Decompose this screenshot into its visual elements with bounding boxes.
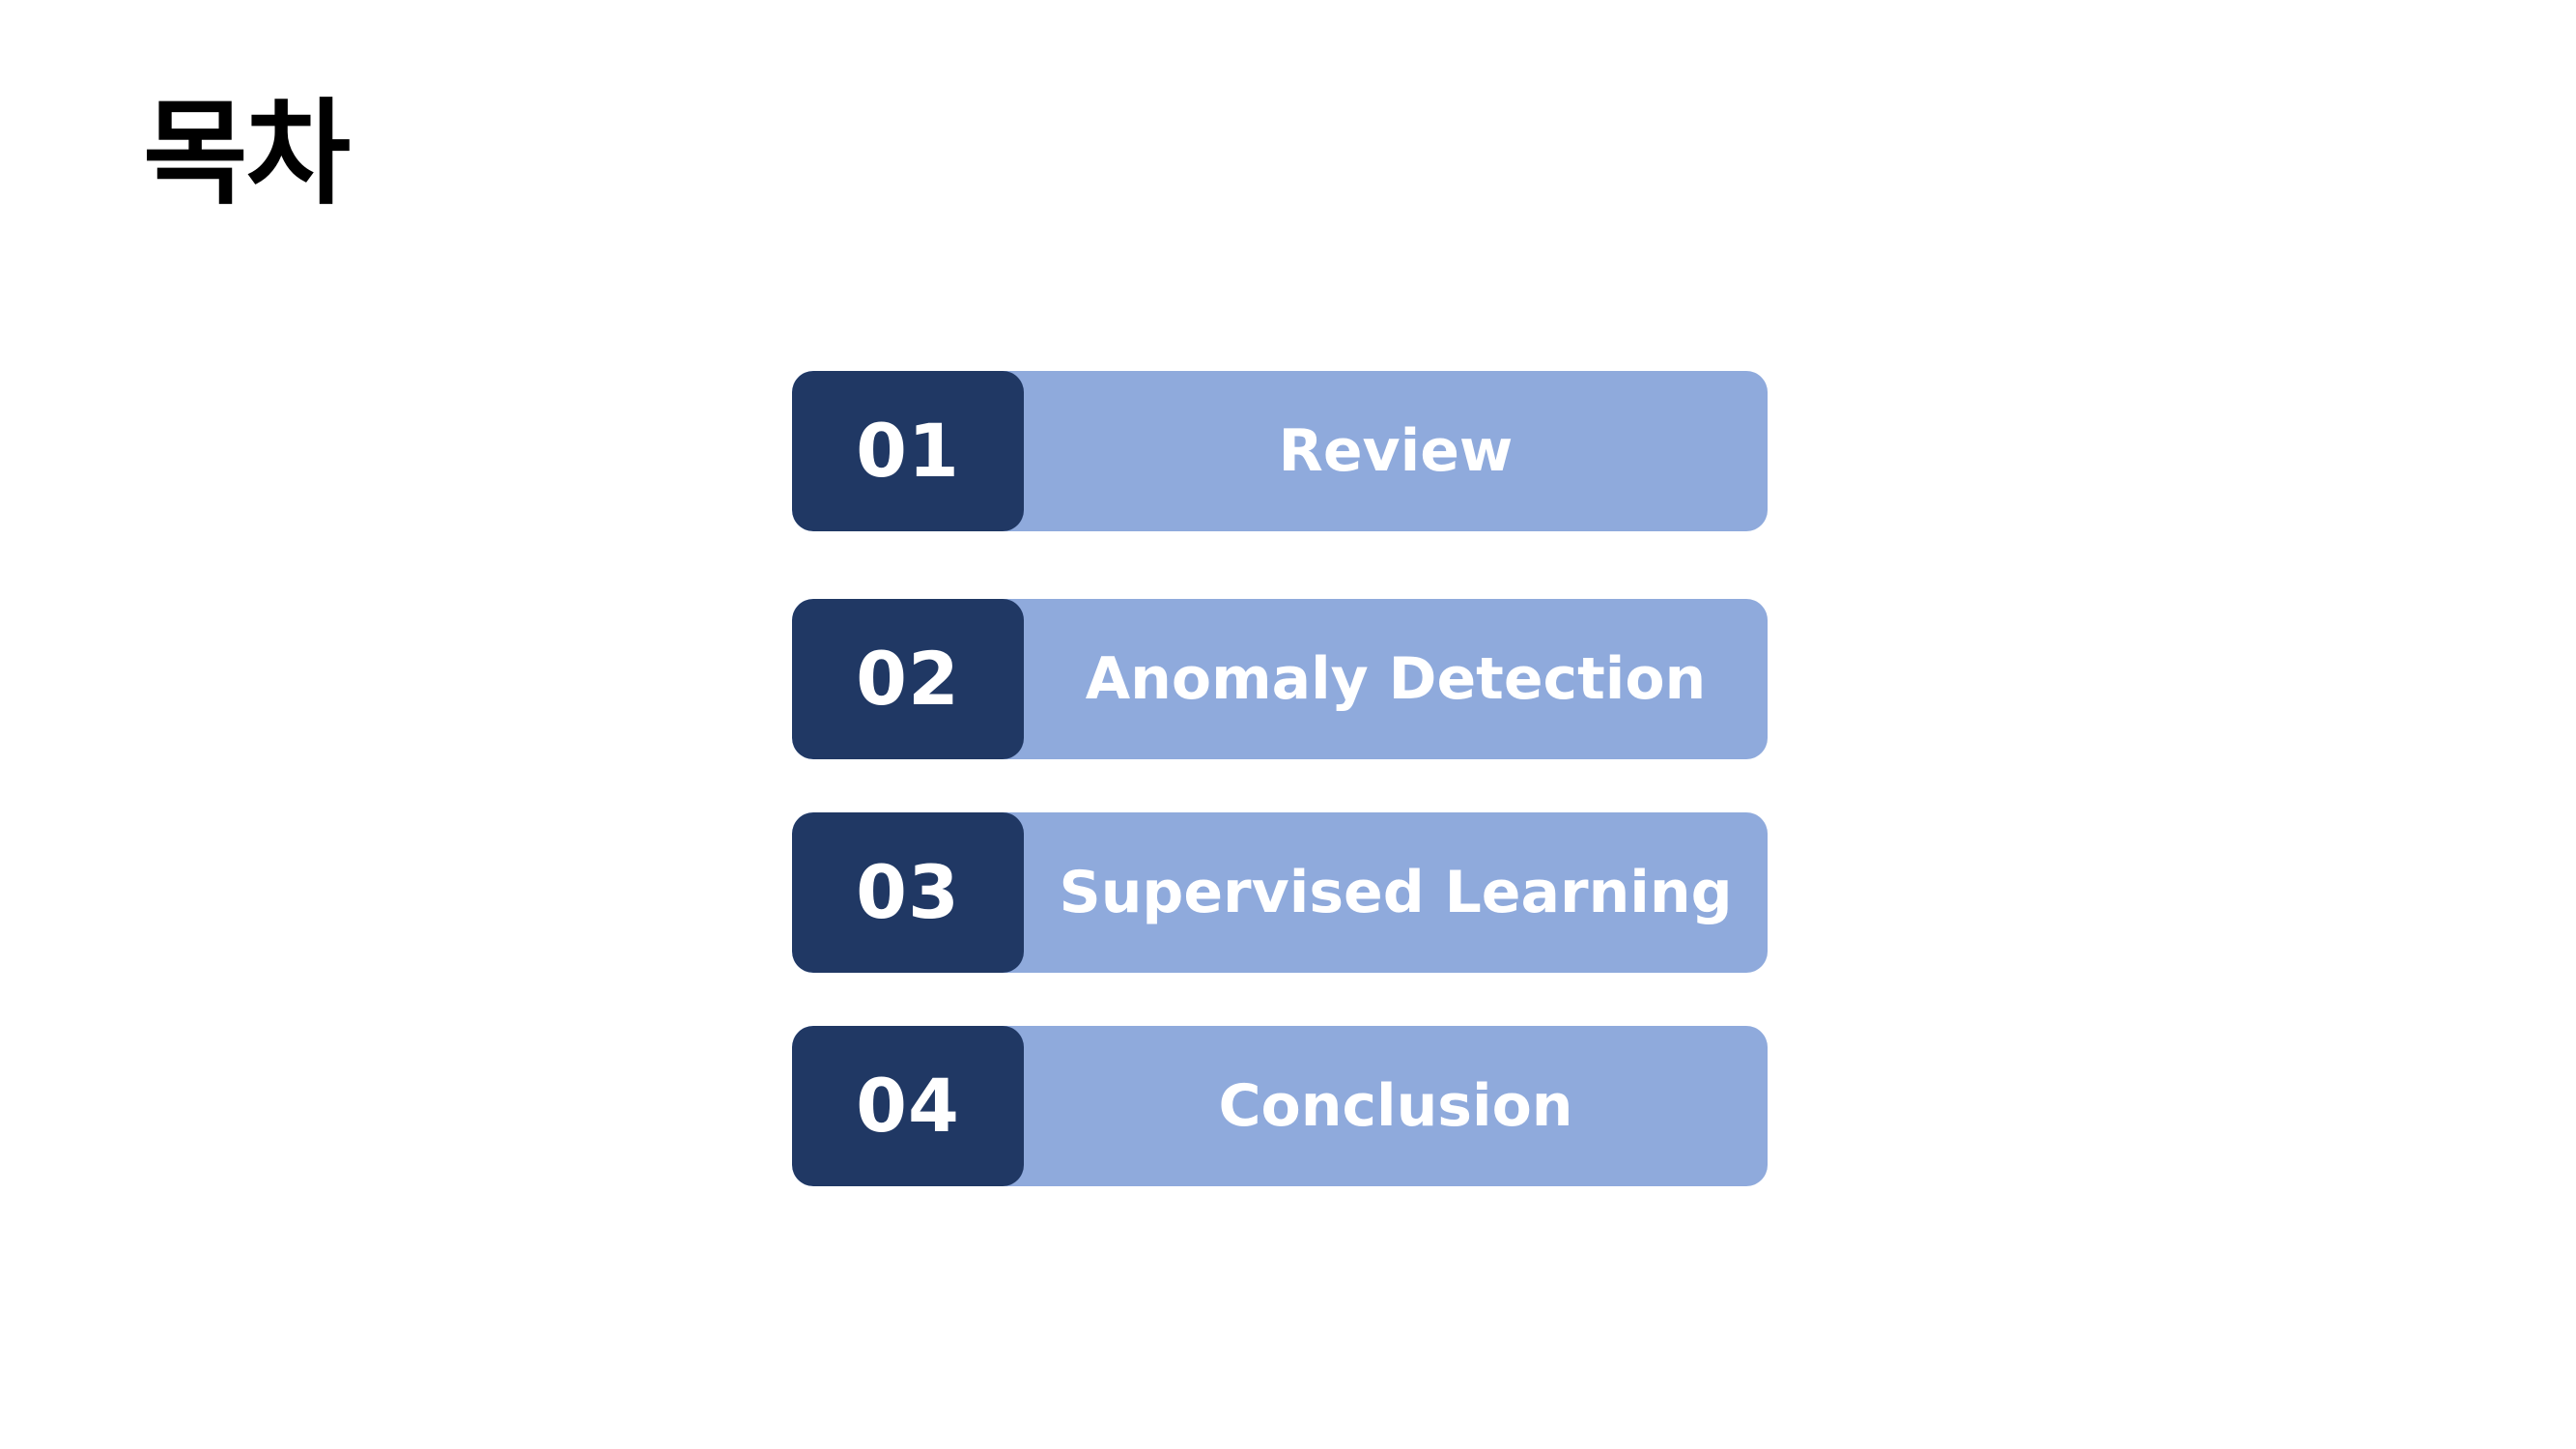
toc-number-box: 01 bbox=[792, 371, 1024, 531]
toc-label: Conclusion bbox=[1218, 1072, 1573, 1140]
table-of-contents: Review 01 Anomaly Detection 02 Supervise… bbox=[792, 371, 1768, 1186]
toc-number: 01 bbox=[856, 408, 960, 494]
toc-number-box: 03 bbox=[792, 812, 1024, 973]
toc-label: Supervised Learning bbox=[1059, 859, 1733, 926]
toc-label: Anomaly Detection bbox=[1085, 645, 1707, 713]
toc-label: Review bbox=[1278, 417, 1514, 485]
toc-item-review[interactable]: Review 01 bbox=[792, 371, 1768, 531]
toc-item-conclusion[interactable]: Conclusion 04 bbox=[792, 1026, 1768, 1186]
toc-number-box: 02 bbox=[792, 599, 1024, 759]
toc-number: 03 bbox=[856, 849, 960, 935]
toc-item-supervised-learning[interactable]: Supervised Learning 03 bbox=[792, 812, 1768, 973]
toc-number: 04 bbox=[856, 1063, 960, 1149]
toc-item-anomaly-detection[interactable]: Anomaly Detection 02 bbox=[792, 599, 1768, 759]
toc-number: 02 bbox=[856, 636, 960, 722]
page-title: 목차 bbox=[143, 87, 351, 220]
toc-number-box: 04 bbox=[792, 1026, 1024, 1186]
